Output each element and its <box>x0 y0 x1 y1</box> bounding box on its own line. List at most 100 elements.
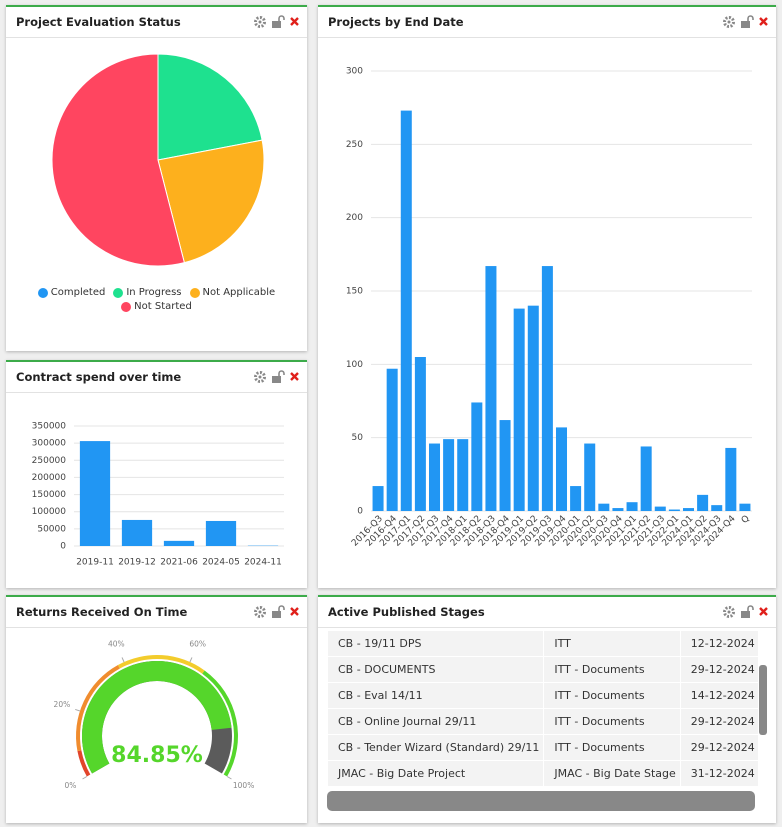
panel: Returns Received On Time 0% 20% 40% 60% 100%… <box>6 595 307 823</box>
panel: Contract spend over time 0 50000 100000 150… <box>6 360 307 588</box>
gauge-tick <box>82 776 88 780</box>
y-tick-label: 350000 <box>32 422 67 432</box>
table-cell: 14-12-2024 11:05:00.000 <box>680 682 758 709</box>
table-cell: 29-12-2024 15:07:00.000 <box>680 734 758 761</box>
y-tick-label: 250 <box>346 140 363 150</box>
bar <box>163 540 195 546</box>
bar <box>471 402 483 511</box>
bar <box>626 502 638 511</box>
panel-title: Projects by End Date <box>328 15 464 29</box>
bar <box>457 439 469 511</box>
table-cell: ITT - Documents <box>543 708 681 735</box>
settings-icon[interactable] <box>254 606 266 618</box>
gauge-value <box>81 661 232 774</box>
close-x <box>759 17 768 26</box>
lock-shackle <box>278 605 285 611</box>
x-tick-label: 2024-05 <box>202 558 240 568</box>
panel: Project Evaluation Status Completed In Pr… <box>6 5 307 351</box>
bar <box>372 486 384 511</box>
panel-header: Active Published Stages <box>318 597 776 628</box>
settings-icon[interactable] <box>723 606 735 618</box>
lock-shackle <box>747 15 754 21</box>
gauge-band <box>117 655 205 674</box>
lock-body <box>272 611 281 618</box>
y-tick-label: 0 <box>357 507 363 517</box>
bar <box>443 439 455 511</box>
panel-title: Returns Received On Time <box>16 605 188 619</box>
y-tick-label: 200000 <box>32 473 67 483</box>
panel-title: Active Published Stages <box>328 605 485 619</box>
scrollbar[interactable] <box>759 665 767 735</box>
header-icons <box>723 605 768 618</box>
table-row: CB - DOCUMENTS ITT - Documents 29-12-2024 … <box>328 656 758 683</box>
panel-title: Project Evaluation Status <box>16 15 181 29</box>
table-cell: CB - DOCUMENTS <box>328 656 545 683</box>
gauge-tick <box>189 657 193 663</box>
lock-body <box>741 21 750 28</box>
table-cell: ITT - Documents <box>543 734 681 761</box>
gauge-band <box>75 665 120 752</box>
settings-icon[interactable] <box>254 16 266 28</box>
bar <box>499 420 511 511</box>
table-cell: ITT - Documents <box>543 656 681 683</box>
pie-slice <box>51 53 185 267</box>
gauge-tick <box>121 657 125 663</box>
chart <box>51 53 265 267</box>
gear-hub <box>727 20 731 24</box>
lock-icon[interactable] <box>272 605 285 618</box>
close-icon[interactable] <box>290 17 299 26</box>
bar <box>668 509 680 511</box>
settings-icon[interactable] <box>254 371 266 383</box>
close-icon[interactable] <box>759 607 768 616</box>
x-tick-label: 2021-06 <box>160 558 198 568</box>
close-icon[interactable] <box>290 607 299 616</box>
lock-icon[interactable] <box>272 15 285 28</box>
y-tick-label: 150000 <box>32 490 67 500</box>
lock-shackle <box>278 370 285 376</box>
close-icon[interactable] <box>759 17 768 26</box>
panel-header: Contract spend over time <box>6 362 307 393</box>
bar <box>739 503 751 511</box>
legend-label: Completed <box>50 287 106 298</box>
bar <box>79 441 111 546</box>
close-x <box>290 372 299 381</box>
table-cell: 29-12-2024 09:43:00.000 <box>680 708 758 735</box>
lock-icon[interactable] <box>272 370 285 383</box>
close-x <box>290 17 299 26</box>
y-tick-label: 250000 <box>32 456 67 466</box>
y-tick-label: 200 <box>346 213 363 223</box>
legend-item[interactable]: Completed <box>37 287 106 298</box>
legend-label: Not Applicable <box>202 287 276 298</box>
header-icons <box>254 370 299 383</box>
legend-item[interactable]: Not Started <box>121 301 192 312</box>
settings-icon[interactable] <box>723 16 735 28</box>
y-tick-label: 100000 <box>32 507 67 517</box>
x-tick-label: 2024-11 <box>244 558 282 568</box>
table-cell: ITT - Documents <box>543 682 681 709</box>
y-tick-label: 50 <box>352 433 364 443</box>
close-icon[interactable] <box>290 372 299 381</box>
table-cell: CB - 19/11 DPS <box>328 631 545 657</box>
bar <box>121 519 153 546</box>
bar <box>485 266 497 511</box>
bar <box>612 508 624 511</box>
panel-header: Projects by End Date <box>318 7 776 38</box>
lock-icon[interactable] <box>741 15 754 28</box>
bar <box>654 506 666 511</box>
legend-item[interactable]: Not Applicable <box>189 287 276 298</box>
table-cell: 31-12-2024 13:27:00.000 <box>680 760 758 787</box>
bar <box>682 508 695 511</box>
bar <box>570 486 582 511</box>
header-icons <box>723 15 768 28</box>
y-tick-label: 300 <box>346 67 363 77</box>
lock-icon[interactable] <box>741 605 754 618</box>
gauge-tick-label: 0% <box>64 781 76 790</box>
scrollbar[interactable] <box>327 791 755 811</box>
table-row: CB - Online Journal 29/11 ITT - Documents… <box>328 708 758 735</box>
gauge-tick-label: 60% <box>189 640 206 649</box>
legend-item[interactable]: In Progress <box>113 287 182 298</box>
gear-hub <box>258 610 262 614</box>
